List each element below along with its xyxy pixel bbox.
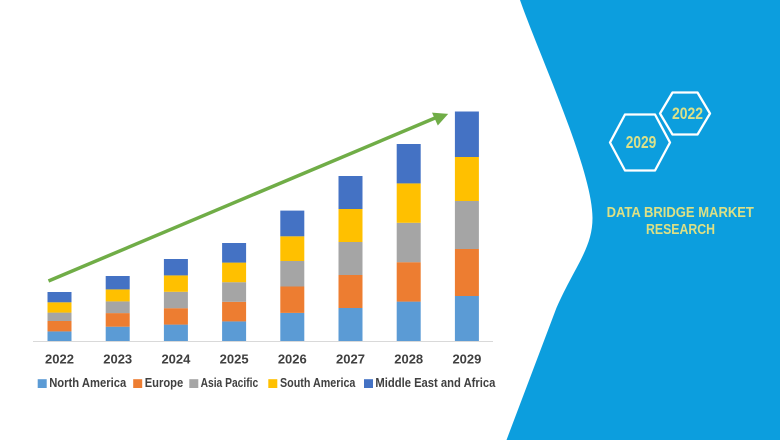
svg-text:RESEARCH: RESEARCH: [646, 221, 715, 238]
svg-text:2024: 2024: [161, 351, 191, 366]
svg-text:2025: 2025: [220, 351, 249, 366]
svg-text:2022: 2022: [45, 351, 74, 366]
svg-text:2023: 2023: [103, 351, 132, 366]
svg-text:Asia Pacific: Asia Pacific: [201, 376, 259, 390]
svg-text:DATA BRIDGE MARKET: DATA BRIDGE MARKET: [607, 204, 755, 221]
svg-text:2022: 2022: [672, 104, 703, 123]
svg-text:2028: 2028: [394, 351, 423, 366]
svg-text:South America: South America: [280, 376, 356, 390]
svg-text:2029: 2029: [452, 351, 481, 366]
svg-text:Europe: Europe: [145, 376, 184, 390]
svg-text:2029: 2029: [626, 132, 657, 152]
svg-text:North America: North America: [49, 376, 127, 390]
svg-text:2027: 2027: [336, 351, 365, 366]
svg-text:2026: 2026: [278, 351, 307, 366]
svg-text:Middle East and Africa: Middle East and Africa: [375, 376, 496, 390]
